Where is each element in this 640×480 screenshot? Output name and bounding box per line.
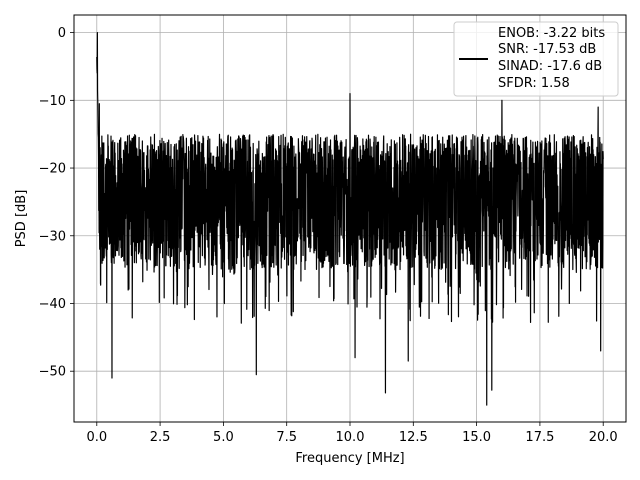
legend-sfdr: SFDR: 1.58 — [498, 76, 570, 91]
x-tick-label: 15.0 — [462, 430, 491, 445]
y-tick-label: −40 — [39, 297, 66, 312]
legend-sinad: SINAD: -17.6 dB — [498, 59, 602, 74]
x-axis-label: Frequency [MHz] — [295, 451, 404, 466]
legend-enob: ENOB: -3.22 bits — [498, 26, 605, 41]
y-tick-label: 0 — [58, 26, 66, 41]
x-tick-label: 10.0 — [336, 430, 365, 445]
legend-snr: SNR: -17.53 dB — [498, 42, 596, 57]
y-tick-label: −50 — [39, 365, 66, 380]
x-tick-label: 12.5 — [399, 430, 428, 445]
legend-box — [453, 21, 619, 97]
x-tick-label: 2.5 — [150, 430, 171, 445]
y-tick-label: −30 — [39, 229, 66, 244]
x-tick-label: 5.0 — [213, 430, 234, 445]
y-tick-label: −20 — [39, 162, 66, 177]
y-tick-label: −10 — [39, 94, 66, 109]
series-layer — [96, 32, 604, 406]
x-tick-label: 20.0 — [589, 430, 618, 445]
x-tick-label: 7.5 — [276, 430, 297, 445]
y-axis-label: PSD [dB] — [14, 190, 29, 248]
ticks: 0.0 2.5 5.0 7.5 10.0 12.5 15.0 17.5 20.0 0 −10 −20 −… — [39, 26, 618, 445]
x-tick-label: 17.5 — [525, 430, 554, 445]
x-tick-label: 0.0 — [86, 430, 107, 445]
legend: ENOB: -3.22 bits SNR: -17.53 dB SINAD: -… — [453, 21, 619, 97]
psd-series-line — [96, 32, 604, 406]
